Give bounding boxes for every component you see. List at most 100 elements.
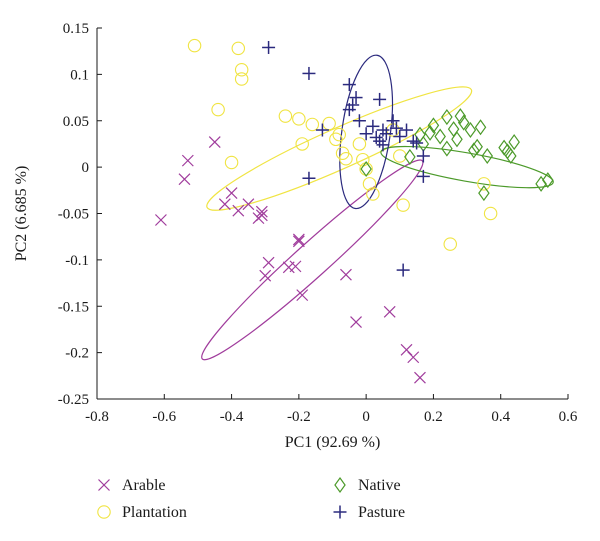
point-plantation — [362, 177, 377, 191]
y-tick-label: -0.2 — [65, 346, 89, 362]
point-pasture — [376, 123, 390, 137]
point-plantation — [187, 38, 202, 53]
series-native — [360, 108, 554, 202]
point-plantation — [292, 112, 306, 126]
ellipse-arable — [201, 159, 424, 361]
point-pasture — [349, 91, 363, 105]
point-native — [424, 124, 436, 141]
y-tick-label: -0.05 — [58, 207, 89, 223]
point-pasture — [376, 138, 390, 152]
legend-item-pasture: Pasture — [333, 504, 405, 521]
point-native — [468, 142, 480, 159]
point-arable — [296, 289, 309, 302]
x-axis-ticks: -0.8 -0.6 -0.4 -0.2 0 0.2 0.4 0.6 — [85, 394, 578, 425]
point-plantation — [224, 155, 239, 170]
point-pasture — [302, 171, 316, 185]
point-arable — [292, 235, 305, 248]
x-tick-label: 0 — [362, 409, 370, 425]
point-arable — [178, 173, 191, 186]
legend-marker-plantation — [97, 505, 111, 519]
x-axis-title: PC1 (92.69 %) — [285, 434, 381, 451]
point-arable — [289, 260, 302, 273]
point-native — [501, 143, 514, 160]
point-arable — [340, 268, 352, 281]
point-plantation — [295, 137, 309, 151]
x-tick-label: 0.6 — [559, 409, 578, 425]
point-plantation — [477, 177, 491, 191]
x-tick-label: -0.2 — [287, 409, 311, 425]
point-native — [451, 131, 463, 148]
point-native — [457, 114, 470, 131]
point-plantation — [332, 127, 346, 142]
point-plantation — [396, 198, 410, 212]
point-native — [542, 172, 554, 189]
point-plantation — [231, 41, 246, 56]
point-pasture — [389, 121, 403, 135]
point-pasture — [302, 66, 316, 80]
point-native — [441, 109, 453, 126]
ellipse-plantation — [206, 86, 473, 211]
x-tick-label: 0.4 — [491, 409, 510, 425]
point-pasture — [400, 123, 414, 137]
legend-item-native: Native — [334, 476, 401, 494]
point-native — [478, 185, 490, 202]
point-arable — [208, 136, 221, 149]
point-pasture — [366, 119, 380, 133]
point-native — [404, 148, 416, 165]
series-plantation — [187, 38, 498, 251]
series-pasture — [262, 40, 430, 277]
legend-marker-native — [334, 476, 346, 494]
legend-marker-pasture — [333, 505, 347, 519]
point-arable — [383, 305, 396, 318]
y-axis-ticks: 0.15 0.1 0.05 0 -0.05 -0.1 -0.15 -0.2 -0.25 — [58, 21, 102, 408]
point-arable — [242, 198, 255, 211]
point-arable — [181, 154, 194, 167]
point-arable — [225, 187, 238, 200]
legend-item-plantation: Plantation — [97, 504, 187, 521]
point-pasture — [416, 169, 430, 183]
point-plantation — [393, 149, 407, 163]
y-tick-label: -0.25 — [58, 392, 89, 408]
legend-label-native: Native — [358, 477, 401, 494]
point-pasture — [386, 114, 400, 128]
point-plantation — [234, 72, 249, 86]
point-pasture — [406, 134, 420, 148]
point-pasture — [373, 92, 387, 106]
legend: Arable Plantation Native Pasture — [97, 476, 405, 521]
axes: -0.8 -0.6 -0.4 -0.2 0 0.2 0.4 0.6 0.150.10.050-… — [58, 21, 578, 425]
legend-item-arable: Arable — [98, 477, 166, 494]
point-arable — [414, 371, 426, 384]
point-arable — [255, 205, 268, 218]
point-plantation — [443, 237, 457, 251]
point-plantation — [211, 102, 225, 117]
point-plantation — [278, 109, 293, 123]
x-tick-label: -0.8 — [85, 409, 109, 425]
data-points — [154, 38, 554, 384]
point-pasture — [369, 130, 383, 144]
point-plantation — [234, 62, 249, 77]
x-tick-label: -0.4 — [220, 409, 244, 425]
point-plantation — [352, 137, 367, 151]
point-arable — [232, 204, 245, 217]
point-pasture — [373, 134, 387, 148]
series-arable — [154, 136, 426, 384]
point-native — [481, 147, 494, 165]
legend-label-pasture: Pasture — [358, 504, 405, 521]
point-plantation — [366, 187, 380, 201]
point-native — [441, 140, 453, 157]
point-pasture — [352, 114, 366, 128]
legend-label-plantation: Plantation — [122, 504, 187, 521]
point-plantation — [339, 152, 353, 166]
point-plantation — [483, 206, 498, 221]
point-plantation — [329, 132, 343, 147]
point-native — [508, 134, 520, 151]
point-pasture — [396, 263, 410, 277]
point-arable — [350, 316, 362, 328]
y-tick-label: 0.1 — [70, 67, 89, 83]
point-native — [464, 121, 477, 139]
y-tick-label: 0.05 — [63, 114, 89, 130]
point-native — [417, 135, 430, 152]
point-native — [447, 121, 460, 138]
y-tick-label: -0.1 — [65, 253, 89, 269]
